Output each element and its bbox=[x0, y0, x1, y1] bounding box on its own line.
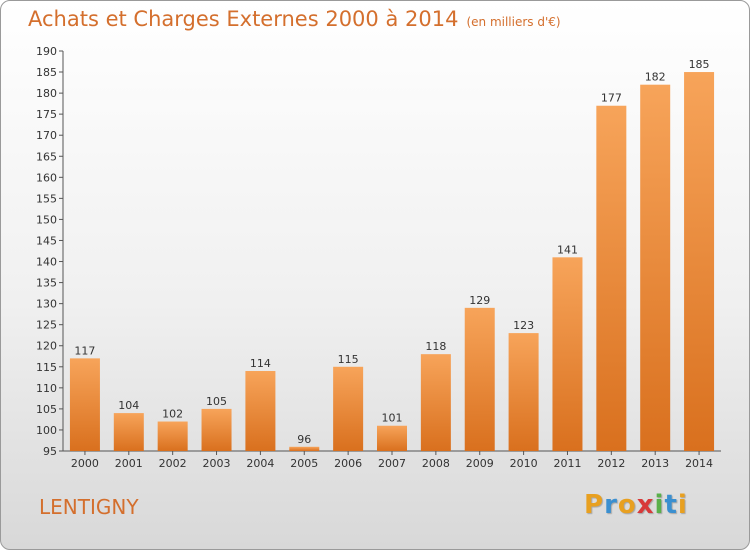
x-tick-label: 2007 bbox=[378, 457, 406, 470]
data-label: 102 bbox=[162, 408, 183, 421]
data-label: 141 bbox=[557, 243, 578, 256]
data-label: 96 bbox=[297, 433, 311, 446]
bar bbox=[201, 408, 232, 451]
proxiti-logo: Proxiti bbox=[584, 490, 688, 520]
x-tick-label: 2011 bbox=[553, 457, 581, 470]
bar bbox=[596, 105, 627, 451]
y-tick-label: 95 bbox=[43, 445, 57, 458]
y-tick-label: 185 bbox=[36, 66, 57, 79]
bar bbox=[684, 72, 715, 451]
y-tick-label: 100 bbox=[36, 424, 57, 437]
bar bbox=[333, 366, 364, 451]
data-label: 114 bbox=[250, 357, 271, 370]
y-tick-label: 140 bbox=[36, 256, 57, 269]
bar bbox=[377, 425, 407, 451]
bar bbox=[640, 84, 671, 452]
bar bbox=[289, 446, 320, 451]
y-tick-label: 135 bbox=[36, 277, 57, 290]
data-label: 182 bbox=[645, 71, 666, 84]
y-tick-label: 170 bbox=[36, 129, 57, 142]
y-tick-label: 180 bbox=[36, 87, 57, 100]
data-label: 185 bbox=[689, 58, 710, 71]
data-label: 177 bbox=[601, 92, 622, 105]
x-tick-label: 2001 bbox=[115, 457, 143, 470]
logo-letter: P bbox=[584, 490, 605, 520]
bar bbox=[552, 257, 583, 451]
x-tick-label: 2000 bbox=[71, 457, 99, 470]
data-label: 118 bbox=[425, 340, 446, 353]
logo-letter: r bbox=[604, 490, 618, 520]
x-tick-label: 2008 bbox=[422, 457, 450, 470]
y-tick-label: 145 bbox=[36, 234, 57, 247]
x-tick-label: 2013 bbox=[641, 457, 669, 470]
y-tick-label: 110 bbox=[36, 382, 57, 395]
y-tick-label: 155 bbox=[36, 192, 57, 205]
bar bbox=[157, 421, 188, 451]
logo-letter: i bbox=[677, 490, 688, 520]
y-tick-label: 150 bbox=[36, 213, 57, 226]
y-tick-label: 165 bbox=[36, 150, 57, 163]
data-label: 101 bbox=[382, 412, 403, 425]
data-label: 105 bbox=[206, 395, 227, 408]
data-label: 129 bbox=[469, 294, 490, 307]
bar bbox=[69, 358, 100, 451]
place-name: LENTIGNY bbox=[39, 495, 139, 519]
bar bbox=[508, 333, 539, 451]
x-tick-label: 2014 bbox=[685, 457, 713, 470]
bar bbox=[113, 413, 144, 451]
chart-subtitle: (en milliers d'€) bbox=[466, 15, 561, 29]
x-tick-label: 2010 bbox=[510, 457, 538, 470]
y-tick-label: 105 bbox=[36, 403, 57, 416]
data-label: 123 bbox=[513, 319, 534, 332]
y-tick-label: 175 bbox=[36, 108, 57, 121]
bar bbox=[420, 354, 451, 451]
data-label: 117 bbox=[74, 344, 95, 357]
chart-title-text: Achats et Charges Externes 2000 à 2014 bbox=[28, 7, 459, 31]
x-tick-label: 2012 bbox=[597, 457, 625, 470]
x-tick-label: 2006 bbox=[334, 457, 362, 470]
bar bbox=[245, 371, 276, 451]
x-tick-label: 2004 bbox=[246, 457, 274, 470]
logo-letter: o bbox=[617, 490, 637, 520]
logo-letter: i bbox=[654, 490, 665, 520]
data-label: 115 bbox=[338, 353, 359, 366]
logo-letter: x bbox=[636, 490, 655, 520]
y-tick-label: 115 bbox=[36, 361, 57, 374]
x-tick-label: 2003 bbox=[203, 457, 231, 470]
x-tick-label: 2009 bbox=[466, 457, 494, 470]
bar bbox=[464, 307, 495, 451]
y-tick-label: 190 bbox=[36, 45, 57, 58]
y-tick-label: 120 bbox=[36, 340, 57, 353]
x-tick-label: 2002 bbox=[159, 457, 187, 470]
logo-letter: t bbox=[664, 490, 678, 520]
chart-title: Achats et Charges Externes 2000 à 2014 (e… bbox=[28, 7, 561, 31]
y-tick-label: 160 bbox=[36, 171, 57, 184]
data-label: 104 bbox=[118, 399, 139, 412]
y-tick-label: 125 bbox=[36, 319, 57, 332]
x-tick-label: 2005 bbox=[290, 457, 318, 470]
y-tick-label: 130 bbox=[36, 298, 57, 311]
